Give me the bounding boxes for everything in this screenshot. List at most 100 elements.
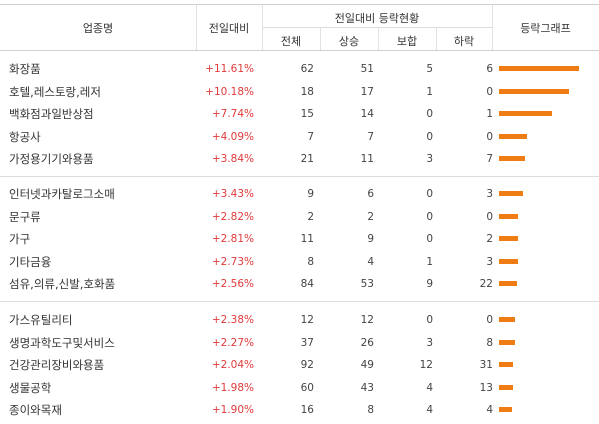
count-total: 92 (300, 359, 314, 372)
count-flat: 3 (426, 336, 433, 349)
count-down: 0 (486, 210, 493, 223)
sector-name-link[interactable]: 문구류 (9, 209, 41, 224)
header-col-divider (262, 5, 263, 50)
sector-name-link[interactable]: 기타금융 (9, 254, 52, 269)
change-rate: +3.84% (211, 153, 254, 166)
sector-name-link[interactable]: 항공사 (9, 129, 41, 144)
change-rate: +11.61% (205, 63, 254, 75)
header-down: 하락 (453, 35, 475, 48)
count-up: 49 (360, 359, 374, 372)
count-up: 43 (360, 381, 374, 394)
change-rate: +7.74% (211, 108, 254, 121)
sector-name-link[interactable]: 생명과학도구및서비스 (9, 335, 115, 350)
table-row[interactable]: 문구류 +2.82% 2 2 0 0 (0, 206, 599, 228)
sector-name-link[interactable]: 건강관리장비와용품 (9, 358, 105, 373)
count-down: 0 (486, 130, 493, 143)
count-flat: 9 (426, 278, 433, 291)
change-bar (499, 133, 527, 139)
table-row[interactable]: 종이와목재 +1.90% 16 8 4 4 (0, 399, 599, 421)
change-rate: +10.18% (205, 85, 254, 98)
header-col-divider (320, 28, 321, 50)
change-bar (499, 362, 513, 368)
count-up: 7 (367, 130, 374, 143)
table-row[interactable]: 건강관리장비와용품 +2.04% 92 49 12 31 (0, 354, 599, 376)
sector-name-link[interactable]: 종이와목재 (9, 403, 62, 418)
table-row[interactable]: 항공사 +4.09% 7 7 0 0 (0, 126, 599, 148)
change-bar (499, 384, 513, 390)
count-up: 14 (360, 108, 374, 121)
count-down: 0 (486, 85, 493, 98)
header-flat: 보합 (396, 35, 418, 48)
count-flat: 0 (426, 233, 433, 246)
count-down: 1 (486, 108, 493, 121)
group-divider (0, 301, 599, 302)
count-down: 7 (486, 153, 493, 166)
count-down: 4 (486, 404, 493, 417)
change-rate: +3.43% (211, 188, 254, 200)
header-total: 전체 (280, 35, 302, 48)
count-up: 26 (360, 336, 374, 349)
header-col-divider (196, 5, 197, 50)
table-row[interactable]: 생물공학 +1.98% 60 43 4 13 (0, 377, 599, 399)
table-row[interactable]: 백화점과일반상점 +7.74% 15 14 0 1 (0, 103, 599, 125)
count-flat: 3 (426, 153, 433, 166)
table-row[interactable]: 화장품 +11.61% 62 51 5 6 (0, 58, 599, 80)
count-up: 51 (360, 63, 374, 75)
sector-name-link[interactable]: 화장품 (9, 62, 41, 76)
header-col-divider (378, 28, 379, 50)
change-bar (499, 339, 515, 345)
count-down: 2 (486, 233, 493, 246)
count-flat: 0 (426, 314, 433, 326)
table-row[interactable]: 가정용기기와용품 +3.84% 21 11 3 7 (0, 148, 599, 170)
table-row[interactable]: 섬유,의류,신발,호화품 +2.56% 84 53 9 22 (0, 273, 599, 295)
sector-name-link[interactable]: 섬유,의류,신발,호화품 (9, 277, 116, 292)
count-up: 6 (367, 188, 374, 200)
sector-name-link[interactable]: 생물공학 (9, 380, 52, 395)
table-row[interactable]: 생명과학도구및서비스 +2.27% 37 26 3 8 (0, 332, 599, 354)
sector-name-link[interactable]: 가스유틸리티 (9, 313, 73, 327)
header-change: 전일대비 (208, 22, 250, 35)
count-total: 21 (300, 153, 314, 166)
change-rate: +1.90% (211, 404, 254, 417)
count-up: 17 (360, 85, 374, 98)
count-up: 2 (367, 210, 374, 223)
change-bar (499, 66, 579, 71)
count-down: 6 (486, 63, 493, 75)
header-bottom-border (0, 50, 599, 51)
count-up: 4 (367, 255, 374, 268)
count-total: 9 (307, 188, 314, 200)
change-bar (499, 236, 518, 242)
change-rate: +2.56% (211, 278, 254, 291)
change-bar (499, 88, 569, 94)
table-row[interactable]: 가구 +2.81% 11 9 0 2 (0, 228, 599, 250)
change-bar (499, 191, 523, 196)
header-sub-divider (262, 27, 492, 28)
sector-name-link[interactable]: 가구 (9, 232, 31, 247)
sector-name-link[interactable]: 백화점과일반상점 (9, 107, 94, 122)
count-flat: 0 (426, 188, 433, 200)
change-bar (499, 407, 512, 413)
count-total: 7 (307, 130, 314, 143)
count-total: 11 (300, 233, 314, 246)
table-row[interactable]: 가스유틸리티 +2.38% 12 12 0 0 (0, 309, 599, 331)
count-up: 11 (360, 153, 374, 166)
count-down: 13 (479, 381, 493, 394)
change-bar (499, 258, 518, 264)
table-row[interactable]: 호텔,레스토랑,레저 +10.18% 18 17 1 0 (0, 81, 599, 103)
change-rate: +2.04% (211, 359, 254, 372)
count-flat: 12 (419, 359, 433, 372)
count-total: 12 (300, 314, 314, 326)
count-flat: 4 (426, 381, 433, 394)
table-row[interactable]: 기타금융 +2.73% 8 4 1 3 (0, 251, 599, 273)
change-rate: +2.38% (211, 314, 254, 326)
change-bar (499, 317, 515, 322)
table-row[interactable]: 인터넷과카탈로그소매 +3.43% 9 6 0 3 (0, 183, 599, 205)
sector-name-link[interactable]: 호텔,레스토랑,레저 (9, 84, 101, 99)
count-down: 0 (486, 314, 493, 326)
sector-name-link[interactable]: 가정용기기와용품 (9, 152, 94, 167)
sector-name-link[interactable]: 인터넷과카탈로그소매 (9, 187, 115, 201)
count-flat: 0 (426, 210, 433, 223)
count-total: 62 (300, 63, 314, 75)
count-total: 84 (300, 278, 314, 291)
